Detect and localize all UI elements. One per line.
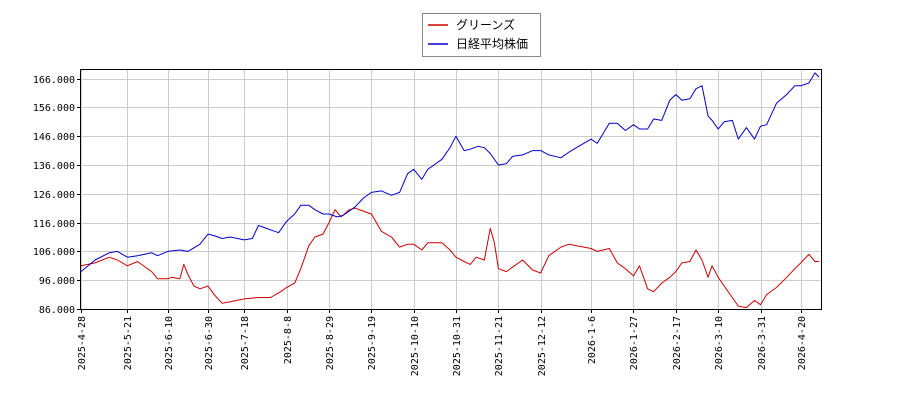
x-tick-label: 2026-1-27: [629, 316, 640, 370]
x-tick-label: 2025-10-10: [410, 316, 421, 376]
y-tick-label: 116.000: [33, 219, 75, 230]
x-tick-label: 2025-8-29: [325, 316, 336, 370]
y-tick-label: 166.000: [33, 75, 75, 86]
legend-label-greens: グリーンズ: [456, 17, 515, 32]
y-tick-label: 126.000: [33, 190, 75, 201]
legend-label-nikkei: 日経平均株価: [456, 36, 528, 51]
x-tick-label: 2026-3-10: [714, 316, 725, 370]
series-layer: [80, 72, 820, 309]
y-tick-label: 86.000: [39, 305, 75, 316]
x-tick-label: 2025-4-28: [77, 316, 88, 370]
x-tick-label: 2026-1-6: [587, 316, 598, 364]
x-tick-label: 2026-3-31: [757, 316, 768, 370]
x-tick-label: 2026-2-17: [672, 316, 683, 370]
x-tick-label: 2025-9-19: [367, 316, 378, 370]
x-tick-label: 2025-7-18: [240, 316, 251, 370]
x-tick-label: 2025-10-31: [452, 316, 463, 376]
series-line-nikkei: [80, 72, 820, 272]
y-axis: 86.000 96.000 106.000 116.000 126.000 136.000…: [33, 75, 81, 316]
gridlines: [81, 70, 821, 310]
y-tick-label: 106.000: [33, 247, 75, 258]
x-tick-label: 2025-8-8: [283, 316, 294, 364]
y-tick-label: 146.000: [33, 132, 75, 143]
y-tick-label: 156.000: [33, 103, 75, 114]
legend-box: [422, 13, 541, 57]
series-line-greens: [80, 207, 819, 309]
y-tick-label: 96.000: [39, 276, 75, 287]
x-tick-label: 2025-6-10: [164, 316, 175, 370]
x-tick-label: 2025-12-12: [537, 316, 548, 376]
x-tick-label: 2025-6-30: [204, 316, 215, 370]
plot-frame: [80, 69, 822, 310]
x-axis: 2025-4-28 2025-5-21 2025-6-10 2025-6-30 2025…: [77, 309, 808, 376]
x-tick-label: 2026-4-20: [797, 316, 808, 370]
y-tick-label: 136.000: [33, 161, 75, 172]
x-tick-label: 2025-11-21: [494, 316, 505, 376]
x-tick-label: 2025-5-21: [123, 316, 134, 370]
legend: グリーンズ 日経平均株価: [422, 13, 541, 57]
